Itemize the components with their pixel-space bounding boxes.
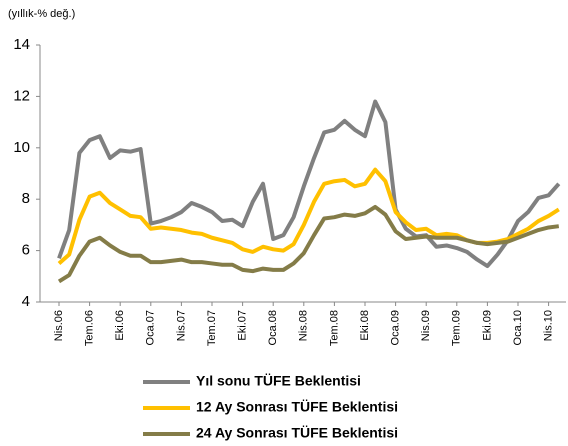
x-tick-label: Tem.09 <box>451 310 463 346</box>
y-tick-label: 12 <box>13 87 30 104</box>
x-tick-label: Oca.09 <box>390 310 402 345</box>
y-tick-label: 10 <box>13 139 30 156</box>
legend-label: 12 Ay Sonrası TÜFE Beklentisi <box>196 399 398 415</box>
x-tick-label: Eki.06 <box>114 310 126 341</box>
legend-label: Yıl sonu TÜFE Beklentisi <box>196 373 361 389</box>
x-tick-label: Nis.10 <box>543 310 555 341</box>
x-tick-label: Nis.08 <box>298 310 310 341</box>
y-tick-label: 8 <box>22 190 30 207</box>
x-tick-label: Tem.06 <box>84 310 96 346</box>
x-tick-label: Nis.07 <box>175 310 187 341</box>
legend-label: 24 Ay Sonrası TÜFE Beklentisi <box>196 425 398 441</box>
y-tick-label: 14 <box>13 36 30 53</box>
x-tick-label: Eki.07 <box>237 310 249 341</box>
y-tick-label: 6 <box>22 242 30 259</box>
x-tick-label: Oca.07 <box>145 310 157 345</box>
series-line <box>57 204 560 284</box>
x-tick-label: Tem.08 <box>328 310 340 346</box>
x-tick-label: Eki.09 <box>481 310 493 341</box>
x-tick-label: Oca.08 <box>267 310 279 345</box>
x-tick-label: Tem.07 <box>206 310 218 346</box>
x-tick-label: Eki.08 <box>359 310 371 341</box>
x-tick-label: Nis.06 <box>53 310 65 341</box>
unit-label: (yıllık-% değ.) <box>8 8 75 20</box>
x-tick-label: Oca.10 <box>512 310 524 345</box>
y-tick-label: 4 <box>22 293 30 310</box>
x-tick-label: Nis.09 <box>420 310 432 341</box>
series-line <box>57 99 561 269</box>
series-line <box>57 167 560 265</box>
